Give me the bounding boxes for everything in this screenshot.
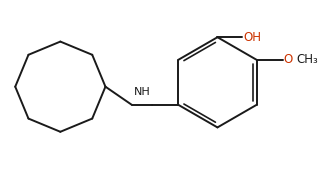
Text: OH: OH <box>244 31 262 44</box>
Text: O: O <box>284 53 293 66</box>
Text: NH: NH <box>134 87 150 97</box>
Text: CH₃: CH₃ <box>297 53 318 66</box>
